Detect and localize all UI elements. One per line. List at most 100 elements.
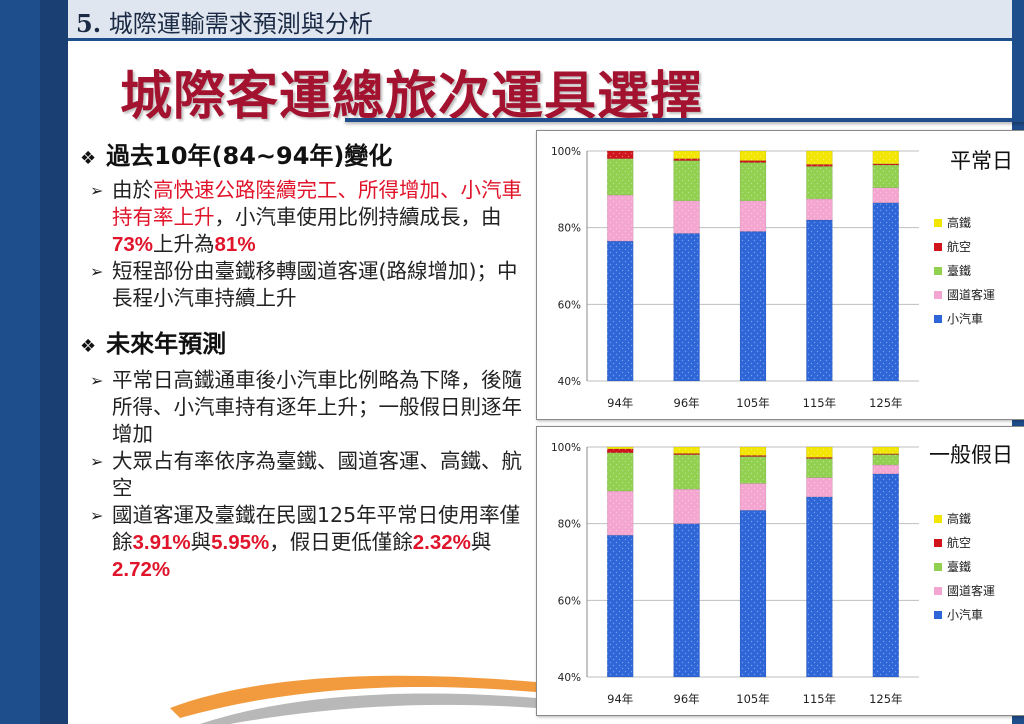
stacked-bar-chart-weekday: 40% 60% 80% 100% 94年 96年 105年 115年 125年 高鐵航空臺鐵國道客… [551,146,995,410]
y-tick-label: 40% [558,376,581,388]
x-tick-label: 96年 [674,692,700,706]
legend-label: 小汽車 [947,311,983,326]
y-tick-label: 80% [558,223,581,235]
bar-segment-小汽車 [673,233,700,382]
sub-bullet-2036-shares: ➢ 國道客運及臺鐵在民國125年平常日使用率僅餘3.91%與5.95%，假日更低… [80,502,535,583]
bar-segment-高鐵 [739,446,767,456]
legend-label: 航空 [947,239,971,254]
x-tick-label: 115年 [803,396,836,410]
legend-swatch [934,563,942,571]
bar-segment-航空 [739,160,767,163]
section-title-text: 城際運輸需求預測與分析 [108,10,373,38]
highlight-value: 2.72% [112,558,171,581]
bar-segment-高鐵 [606,446,634,450]
x-tick-label: 94年 [607,692,633,706]
bar-segment-小汽車 [606,534,634,678]
chart-panel-weekday: 平常日 40% 60% 80% 100% 94年 96年 105年 115年 125年 高鐵 航空臺… [536,130,1024,420]
bar-segment-高鐵 [673,446,700,454]
chart-title-weekday: 平常日 [950,149,1013,173]
legend-swatch [934,267,942,275]
bullet-text-area: ❖ 過去10年(84~94年)變化 ➢ 由於高快速公路陸續完工、所得增加、小汽車持… [80,136,535,583]
bar-segment-航空 [606,150,634,159]
highlight-reasons: 高快速公路陸續完工、所得增加、小汽車持有率上升 [112,178,522,229]
bar-segment-航空 [806,164,833,167]
highlight-value: 2.32% [412,531,471,554]
bullet-heading-past-text: 過去10年(84~94年)變化 [106,142,393,170]
sub-bullet-car-growth: ➢ 由於高快速公路陸續完工、所得增加、小汽車持有率上升，小汽車使用比例持續成長，… [80,177,535,258]
arrow-bullet-icon: ➢ [90,452,104,471]
bar-segment-國道客運 [739,483,767,511]
bar-segment-臺鐵 [806,458,833,478]
x-tick-label: 125年 [869,692,902,706]
bar-segment-國道客運 [673,200,700,234]
legend-swatch [934,315,942,323]
bullet-heading-future: ❖ 未來年預測 [80,324,535,359]
bar-segment-航空 [606,448,634,453]
section-header-bar [68,0,1012,38]
diamond-bullet-icon: ❖ [80,148,97,169]
bar-segment-臺鐵 [606,452,634,492]
left-border-inner [40,0,68,724]
bar-segment-國道客運 [806,198,833,221]
sub-bullet-weekday-trend: ➢ 平常日高鐵通車後小汽車比例略為下降，後隨所得、小汽車持有逐年上升；一般假日則… [80,367,535,448]
bar-segment-高鐵 [806,150,833,165]
legend-label: 臺鐵 [947,263,971,278]
legend-label: 臺鐵 [947,559,971,574]
legend-label: 國道客運 [947,287,995,302]
legend-label: 小汽車 [947,607,983,622]
section-number: 5. [76,9,102,38]
bar-segment-航空 [673,158,700,161]
bar-segment-臺鐵 [673,454,700,490]
legend-swatch [934,611,942,619]
legend-swatch [934,291,942,299]
page-title: 城際客運總旅次運具選擇 [120,66,704,127]
y-tick-label: 60% [558,299,581,311]
arrow-bullet-icon: ➢ [90,371,104,390]
bar-segment-小汽車 [739,510,767,678]
x-tick-label: 115年 [803,692,836,706]
section-title: 5. 城際運輸需求預測與分析 [76,4,373,39]
highlight-value: 3.91% [132,531,191,554]
highlight-value: 5.95% [211,531,270,554]
text-span: ，小汽車使用比例持續成長，由 [214,205,502,229]
title-underline [345,118,1024,122]
bar-segment-小汽車 [872,202,900,382]
bar-segment-高鐵 [739,150,767,161]
bar-segment-臺鐵 [739,162,767,202]
legend-label: 航空 [947,535,971,550]
text-span: 由於 [112,178,153,202]
text-span: 上升為 [153,232,215,256]
bar-segment-國道客運 [872,464,900,475]
bar-segment-國道客運 [806,477,833,498]
bar-segment-小汽車 [673,523,700,678]
bar-segment-國道客運 [872,187,900,203]
highlight-value: 81% [214,233,256,256]
bar-segment-國道客運 [606,490,634,536]
y-tick-label: 40% [558,672,581,684]
legend-label: 高鐵 [947,215,971,230]
text-span: 與 [190,530,212,554]
section-header-rule [68,38,1012,41]
bar-segment-臺鐵 [872,454,900,466]
legend-swatch [934,219,942,227]
chart-panel-holiday: 一般假日 40% 60% 80% 100% 94年 96年 105年 115年 125年 高鐵 航空… [536,426,1024,716]
sub-bullet-mass-transit-order: ➢ 大眾占有率依序為臺鐵、國道客運、高鐵、航空 [80,448,535,502]
bullet-heading-future-text: 未來年預測 [106,330,227,358]
bar-segment-臺鐵 [606,158,634,196]
legend-swatch [934,539,942,547]
arrow-bullet-icon: ➢ [90,181,104,200]
bar-segment-小汽車 [739,231,767,382]
bar-segment-臺鐵 [739,456,767,484]
bar-segment-小汽車 [806,496,833,678]
text-span: 與 [470,530,492,554]
y-tick-label: 60% [558,595,581,607]
text-span: 大眾占有率依序為臺鐵、國道客運、高鐵、航空 [112,449,522,500]
bar-segment-小汽車 [606,240,634,382]
legend-label: 國道客運 [947,583,995,598]
bar-segment-國道客運 [606,194,634,242]
x-tick-label: 105年 [736,396,769,410]
bullet-heading-past: ❖ 過去10年(84~94年)變化 [80,136,535,171]
text-span: 平常日高鐵通車後小汽車比例略為下降，後隨所得、小汽車持有逐年上升；一般假日則逐年… [112,368,522,446]
x-tick-label: 125年 [869,396,902,410]
legend-swatch [934,243,942,251]
